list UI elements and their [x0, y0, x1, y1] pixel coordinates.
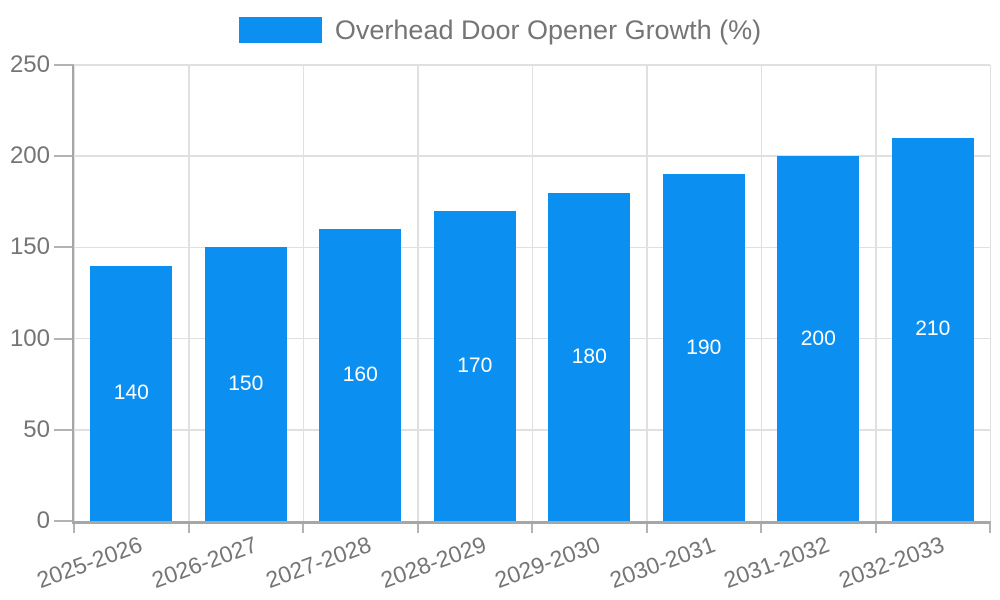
v-gridline	[531, 65, 533, 521]
x-tick-label: 2029-2030	[491, 531, 604, 594]
bar-value-label: 150	[228, 372, 264, 396]
legend-label: Overhead Door Opener Growth (%)	[334, 15, 762, 45]
bar-value-label: 210	[915, 317, 951, 341]
x-tick	[416, 521, 419, 533]
y-tick	[54, 520, 74, 522]
y-tick-label: 100	[9, 324, 50, 352]
bar-value-label: 160	[342, 363, 378, 387]
h-gridline	[74, 246, 990, 249]
x-tick	[874, 521, 877, 533]
y-tick-label: 150	[9, 233, 50, 261]
bar-value-label: 140	[113, 381, 149, 405]
y-tick-label: 250	[9, 51, 50, 78]
y-tick-label: 50	[23, 415, 50, 443]
legend-swatch	[238, 17, 322, 43]
x-tick-label: 2026-2027	[148, 531, 261, 594]
bar-value-label: 170	[457, 353, 493, 377]
x-tick	[187, 521, 190, 533]
v-gridline	[73, 65, 75, 521]
v-gridline	[417, 65, 419, 521]
h-gridline	[74, 429, 990, 431]
bar: 180	[548, 192, 631, 521]
h-gridline	[74, 155, 990, 157]
bar-value-label: 180	[571, 344, 607, 368]
h-gridline	[74, 337, 990, 340]
y-tick	[54, 428, 74, 431]
bar: 200	[777, 156, 860, 521]
bar-value-label: 190	[686, 335, 722, 359]
y-tick	[54, 246, 74, 249]
bar: 170	[433, 210, 516, 521]
y-axis-line	[72, 65, 74, 521]
bar: 150	[204, 247, 287, 521]
y-tick	[54, 64, 74, 66]
bar: 210	[891, 137, 974, 521]
y-tick	[54, 337, 74, 340]
bar: 160	[319, 229, 402, 521]
v-gridline	[989, 65, 991, 521]
x-tick	[760, 521, 762, 533]
v-gridline	[875, 65, 877, 521]
bar: 140	[90, 265, 173, 521]
v-gridline	[760, 65, 762, 521]
x-tick-label: 2032-2033	[835, 531, 948, 594]
x-tick-label: 2028-2029	[377, 531, 490, 594]
x-tick	[989, 521, 991, 533]
h-gridline	[74, 64, 990, 66]
y-tick	[54, 155, 74, 158]
y-tick-label: 200	[9, 142, 50, 170]
bar: 190	[662, 174, 745, 521]
x-tick	[302, 521, 304, 533]
x-tick	[531, 521, 533, 533]
x-tick-label: 2031-2032	[720, 531, 833, 594]
y-tick-label: 0	[36, 507, 50, 534]
v-gridline	[302, 65, 304, 521]
legend: Overhead Door Opener Growth (%)	[0, 16, 1000, 44]
x-tick	[645, 521, 648, 533]
v-gridline	[188, 65, 190, 521]
x-tick-label: 2025-2026	[33, 531, 146, 594]
bar-value-label: 200	[800, 326, 836, 350]
v-gridline	[646, 65, 648, 521]
x-axis-line	[72, 521, 990, 524]
x-tick-label: 2030-2031	[606, 531, 719, 594]
x-tick-label: 2027-2028	[262, 531, 375, 594]
x-tick	[73, 521, 75, 533]
